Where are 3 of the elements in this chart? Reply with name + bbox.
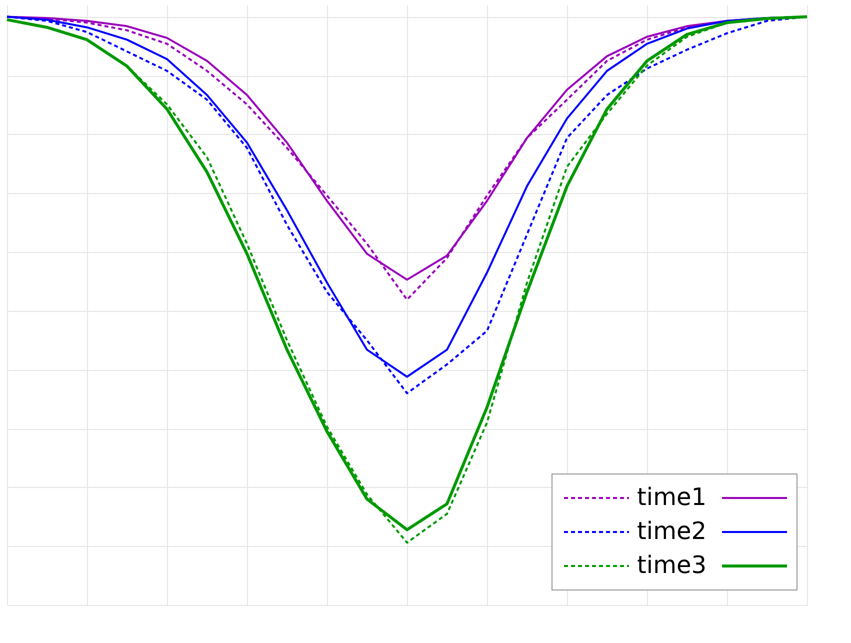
legend-label: time1 [637,483,706,511]
legend-label: time2 [637,517,706,545]
legend-label: time3 [637,551,706,579]
